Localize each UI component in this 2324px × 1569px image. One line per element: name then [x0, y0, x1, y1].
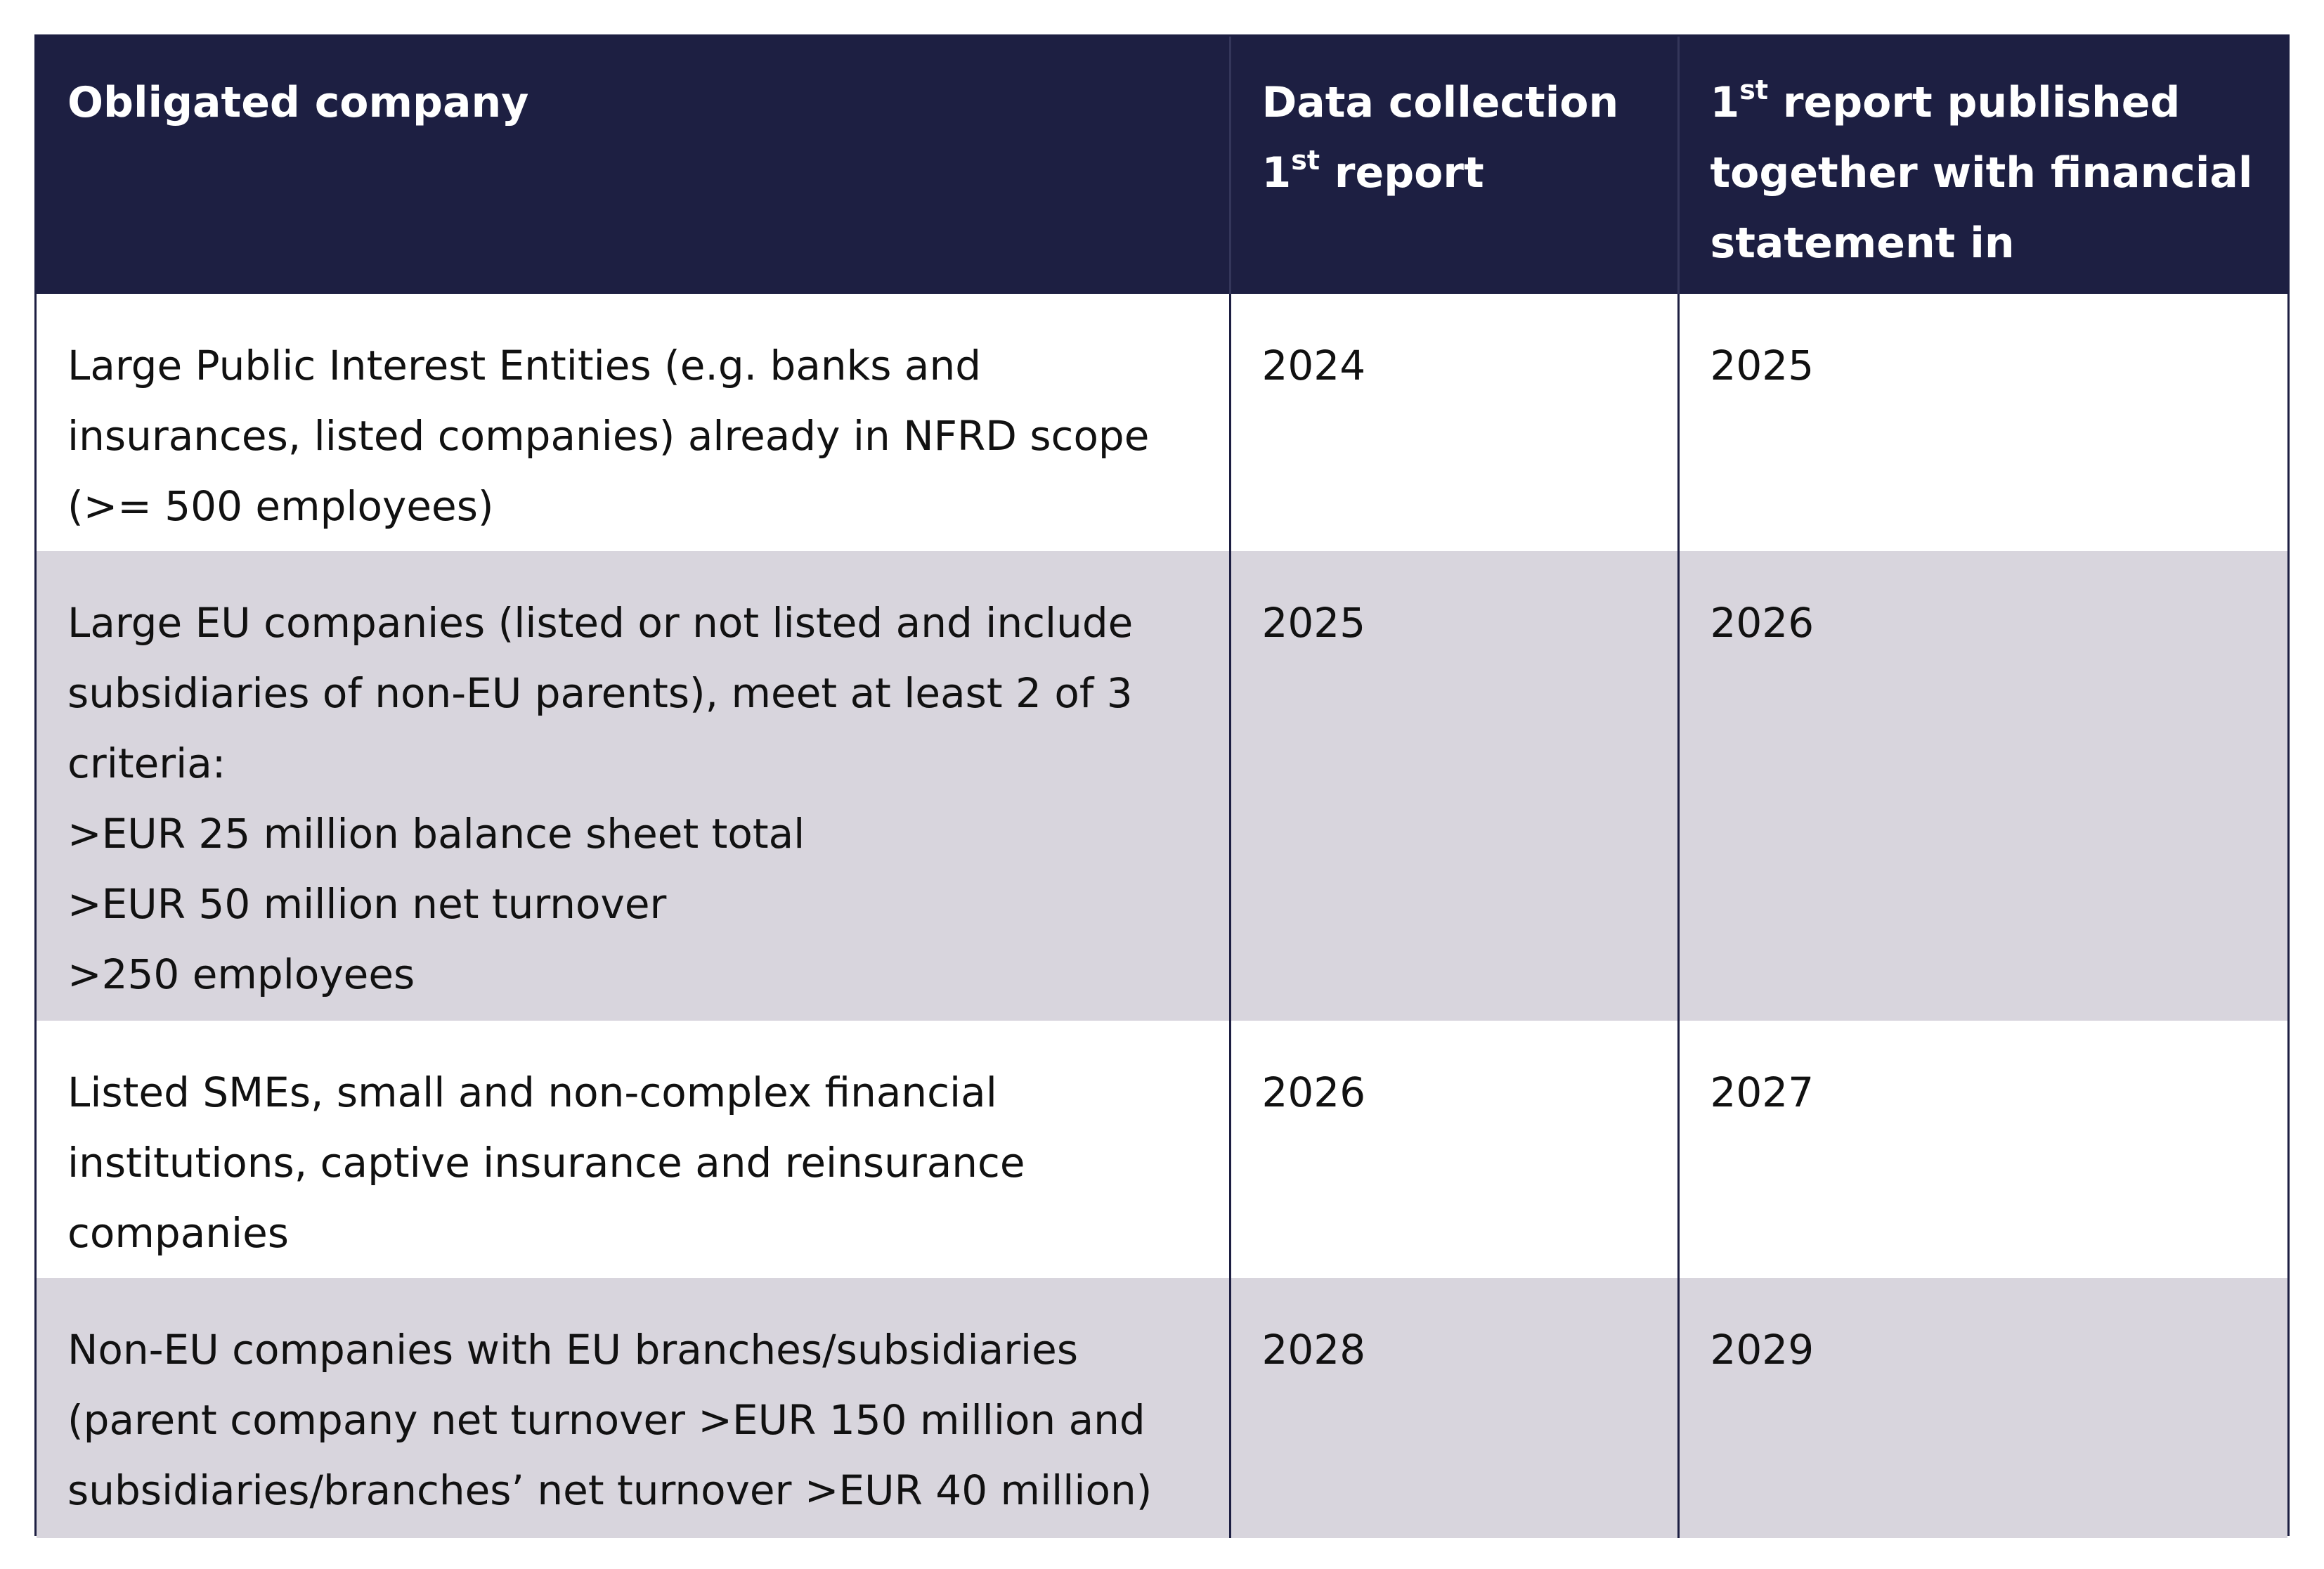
header-obligated-company: Obligated company: [37, 37, 1230, 294]
table-body: Large Public Interest Entities (e.g. ban…: [37, 294, 2287, 1538]
company-line: (parent company net turnover >EUR 150 mi…: [67, 1396, 1145, 1444]
header-first-report-line1: 1st report published: [1710, 67, 2257, 138]
data-collection-year: 2025: [1228, 551, 1678, 1021]
reporting-timeline-table: Obligated company Data collection 1st re…: [34, 34, 2290, 1538]
header-first-report-line2: together with financial: [1710, 148, 2253, 198]
ordinal-suffix: st: [1739, 75, 1769, 105]
first-report-year: 2026: [1677, 551, 2287, 1021]
first-report-year: 2025: [1677, 294, 2287, 551]
ordinal-number: 1: [1710, 78, 1740, 127]
company-line: subsidiaries of non-EU parents), meet at…: [67, 669, 1133, 717]
company-line: Large Public Interest Entities (e.g. ban…: [67, 342, 982, 389]
first-report-year: 2027: [1677, 1021, 2287, 1278]
data-collection-year: 2028: [1228, 1278, 1678, 1538]
first-report-year: 2029: [1677, 1278, 2287, 1538]
header-data-collection-line1: Data collection: [1261, 78, 1619, 127]
table: Obligated company Data collection 1st re…: [37, 37, 2287, 1538]
header-first-report: 1st report published together with finan…: [1677, 37, 2287, 294]
header-first-report-line3: statement in: [1710, 219, 2015, 268]
header-data-collection-line2: 1st report: [1262, 138, 1647, 208]
company-cell: Large EU companies (listed or not listed…: [37, 551, 1230, 1021]
company-line: Large EU companies (listed or not listed…: [67, 599, 1134, 647]
header-row: Obligated company Data collection 1st re…: [37, 37, 2287, 294]
company-cell: Non-EU companies with EU branches/subsid…: [37, 1278, 1230, 1538]
company-line: companies: [67, 1209, 290, 1257]
table-header: Obligated company Data collection 1st re…: [37, 37, 2287, 294]
table-row: Non-EU companies with EU branches/subsid…: [37, 1278, 2287, 1538]
table-row: Large EU companies (listed or not listed…: [37, 551, 2287, 1021]
company-cell: Large Public Interest Entities (e.g. ban…: [37, 294, 1230, 551]
company-line: subsidiaries/branches’ net turnover >EUR…: [67, 1466, 1153, 1514]
table-row: Listed SMEs, small and non-complex finan…: [37, 1021, 2287, 1278]
company-line: >EUR 25 million balance sheet total: [67, 810, 805, 858]
header-first-report-rest: report published: [1768, 78, 2181, 127]
company-line: (>= 500 employees): [67, 482, 494, 530]
ordinal-suffix: st: [1291, 145, 1320, 176]
header-data-collection-rest: report: [1320, 148, 1484, 198]
company-line: >EUR 50 million net turnover: [67, 880, 667, 928]
company-line: institutions, captive insurance and rein…: [67, 1139, 1025, 1187]
header-obligated-company-label: Obligated company: [67, 78, 529, 127]
table-row: Large Public Interest Entities (e.g. ban…: [37, 294, 2287, 551]
data-collection-year: 2026: [1228, 1021, 1678, 1278]
company-line: insurances, listed companies) already in…: [67, 412, 1150, 460]
company-cell: Listed SMEs, small and non-complex finan…: [37, 1021, 1230, 1278]
data-collection-year: 2024: [1228, 294, 1678, 551]
company-line: >250 employees: [67, 950, 415, 998]
header-data-collection: Data collection 1st report: [1228, 37, 1678, 294]
company-line: Listed SMEs, small and non-complex finan…: [67, 1068, 997, 1116]
company-line: criteria:: [67, 740, 226, 787]
company-line: Non-EU companies with EU branches/subsid…: [67, 1326, 1079, 1374]
ordinal-number: 1: [1261, 148, 1292, 198]
